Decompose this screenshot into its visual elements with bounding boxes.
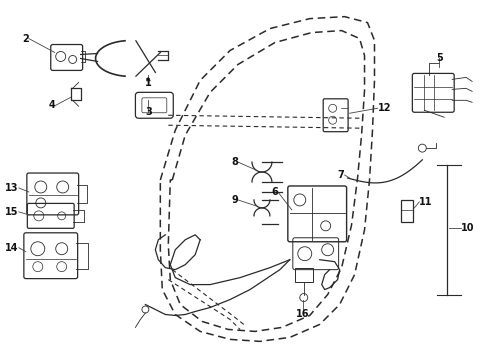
Text: 13: 13 xyxy=(5,183,19,193)
Text: 15: 15 xyxy=(5,207,19,217)
Text: 1: 1 xyxy=(145,78,151,88)
Text: 5: 5 xyxy=(435,54,442,63)
Text: 7: 7 xyxy=(337,170,344,180)
Text: 14: 14 xyxy=(5,243,19,253)
Text: 12: 12 xyxy=(377,103,390,113)
Text: 2: 2 xyxy=(22,33,29,44)
Text: 3: 3 xyxy=(145,107,151,117)
Text: 10: 10 xyxy=(460,223,474,233)
Bar xyxy=(294,268,312,282)
Bar xyxy=(401,200,412,222)
Text: 9: 9 xyxy=(231,195,238,205)
Text: 6: 6 xyxy=(270,187,277,197)
Text: 11: 11 xyxy=(419,197,432,207)
Text: 8: 8 xyxy=(231,157,238,167)
Text: 4: 4 xyxy=(49,100,56,110)
Text: 16: 16 xyxy=(295,310,309,319)
